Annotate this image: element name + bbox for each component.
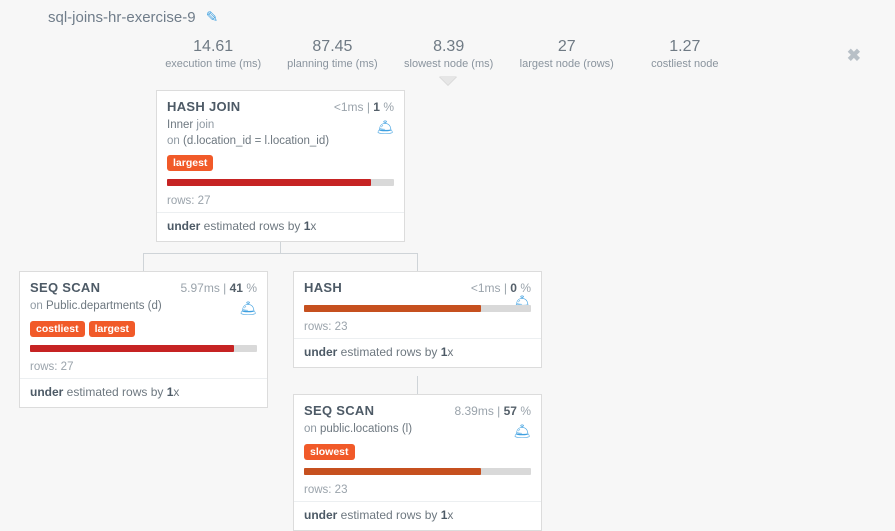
node-rows: rows: 27 xyxy=(20,356,267,378)
stat-slowest-node: 8.39 slowest node (ms) xyxy=(404,38,494,70)
plan-area: HASH JOIN <1ms | 1 % Inner join on (d.lo… xyxy=(0,85,895,515)
connector xyxy=(143,253,418,254)
close-icon[interactable]: ✖ xyxy=(847,46,861,66)
database-icon[interactable]: 🛎 xyxy=(239,299,257,318)
node-rows: rows: 23 xyxy=(294,479,541,501)
node-detail: on public.locations (l) 🛎 xyxy=(294,422,541,442)
node-rows: rows: 27 xyxy=(157,190,404,212)
page-title-row: sql-joins-hr-exercise-9 ✎ xyxy=(0,0,895,28)
badge-costliest: costliest xyxy=(30,321,85,337)
badge-largest: largest xyxy=(167,155,213,171)
stat-value: 8.39 xyxy=(404,38,494,56)
node-timing: 5.97ms | 41 % xyxy=(180,281,257,295)
node-name: HASH JOIN xyxy=(167,99,241,114)
node-bar-fill xyxy=(304,468,481,475)
stat-costliest-node: 1.27 costliest node xyxy=(640,38,730,70)
stat-label: slowest node (ms) xyxy=(404,58,494,70)
node-estimate: under estimated rows by 1x xyxy=(157,212,404,241)
stat-planning-time: 87.45 planning time (ms) xyxy=(287,38,377,70)
node-bar xyxy=(304,305,531,312)
node-rows: rows: 23 xyxy=(294,316,541,338)
node-estimate: under estimated rows by 1x xyxy=(294,501,541,530)
node-name: HASH xyxy=(304,280,342,295)
node-estimate: under estimated rows by 1x xyxy=(294,338,541,367)
badge-slowest: slowest xyxy=(304,444,355,460)
node-name: SEQ SCAN xyxy=(304,403,374,418)
database-icon[interactable]: 🛎 xyxy=(513,422,531,441)
stat-label: costliest node xyxy=(640,58,730,70)
node-badges: costliest largest xyxy=(20,319,267,343)
node-detail: Inner join on (d.location_id = l.locatio… xyxy=(157,118,404,153)
node-badges: largest xyxy=(157,153,404,177)
node-bar-fill xyxy=(304,305,481,312)
stat-label: execution time (ms) xyxy=(165,58,261,70)
node-timing: <1ms | 1 % xyxy=(334,100,394,114)
node-bar xyxy=(30,345,257,352)
stat-largest-node: 27 largest node (rows) xyxy=(520,38,614,70)
edit-icon[interactable]: ✎ xyxy=(206,9,219,26)
node-bar-fill xyxy=(167,179,371,186)
stat-value: 14.61 xyxy=(165,38,261,56)
node-estimate: under estimated rows by 1x xyxy=(20,378,267,407)
stat-label: planning time (ms) xyxy=(287,58,377,70)
connector xyxy=(143,253,144,271)
node-detail: 🛎 xyxy=(294,299,541,303)
node-bar xyxy=(167,179,394,186)
connector xyxy=(417,253,418,271)
node-name: SEQ SCAN xyxy=(30,280,100,295)
stat-execution-time: 14.61 execution time (ms) xyxy=(165,38,261,70)
pointer-icon xyxy=(439,76,457,85)
node-detail: on Public.departments (d) 🛎 xyxy=(20,299,267,319)
plan-node-hash[interactable]: HASH <1ms | 0 % 🛎 rows: 23 under estimat… xyxy=(293,271,542,368)
node-badges: slowest xyxy=(294,442,541,466)
node-timing: 8.39ms | 57 % xyxy=(454,404,531,418)
database-icon[interactable]: 🛎 xyxy=(376,118,394,137)
plan-node-hash-join[interactable]: HASH JOIN <1ms | 1 % Inner join on (d.lo… xyxy=(156,90,405,242)
plan-node-seq-scan-locations[interactable]: SEQ SCAN 8.39ms | 57 % on public.locatio… xyxy=(293,394,542,531)
stat-label: largest node (rows) xyxy=(520,58,614,70)
node-bar xyxy=(304,468,531,475)
node-bar-fill xyxy=(30,345,234,352)
badge-largest: largest xyxy=(89,321,135,337)
page-title: sql-joins-hr-exercise-9 xyxy=(48,9,196,26)
stats-row: 14.61 execution time (ms) 87.45 planning… xyxy=(0,28,895,76)
plan-node-seq-scan-departments[interactable]: SEQ SCAN 5.97ms | 41 % on Public.departm… xyxy=(19,271,268,408)
connector xyxy=(417,376,418,394)
stat-value: 87.45 xyxy=(287,38,377,56)
stat-value: 27 xyxy=(520,38,614,56)
stat-value: 1.27 xyxy=(640,38,730,56)
